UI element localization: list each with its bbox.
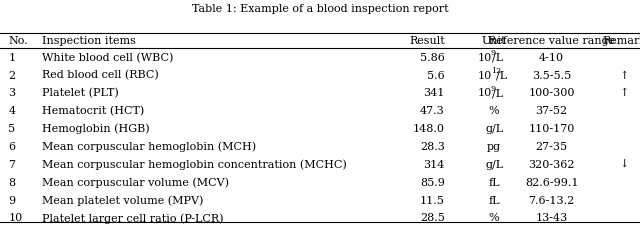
Text: Remark: Remark — [602, 36, 640, 46]
Text: 10: 10 — [478, 53, 492, 63]
Text: fL: fL — [488, 178, 500, 188]
Text: 12: 12 — [491, 67, 501, 75]
Text: 341: 341 — [424, 88, 445, 98]
Text: 110-170: 110-170 — [529, 124, 575, 134]
Text: 100-300: 100-300 — [529, 88, 575, 98]
Text: White blood cell (WBC): White blood cell (WBC) — [42, 52, 173, 63]
Text: /L: /L — [496, 71, 507, 81]
Text: 10: 10 — [478, 71, 492, 81]
Text: 85.9: 85.9 — [420, 178, 445, 188]
Text: 320-362: 320-362 — [529, 160, 575, 170]
Text: Reference value range: Reference value range — [488, 36, 615, 46]
Text: g/L: g/L — [485, 124, 503, 134]
Text: 27-35: 27-35 — [536, 142, 568, 152]
Text: 9: 9 — [491, 85, 496, 93]
Text: Mean platelet volume (MPV): Mean platelet volume (MPV) — [42, 195, 203, 206]
Text: /L: /L — [492, 88, 503, 98]
Text: 314: 314 — [424, 160, 445, 170]
Text: 82.6-99.1: 82.6-99.1 — [525, 178, 579, 188]
Text: 5: 5 — [8, 124, 15, 134]
Text: 37-52: 37-52 — [536, 106, 568, 116]
Text: 4-10: 4-10 — [539, 53, 564, 63]
Text: Mean corpuscular hemoglobin (MCH): Mean corpuscular hemoglobin (MCH) — [42, 142, 256, 152]
Text: 1: 1 — [8, 53, 15, 63]
Text: Mean corpuscular hemoglobin concentration (MCHC): Mean corpuscular hemoglobin concentratio… — [42, 160, 346, 170]
Text: 6: 6 — [8, 142, 15, 152]
Text: Result: Result — [409, 36, 445, 46]
Text: 13-43: 13-43 — [536, 213, 568, 224]
Text: %: % — [489, 213, 499, 224]
Text: 2: 2 — [8, 71, 15, 81]
Text: 5.6: 5.6 — [427, 71, 445, 81]
Text: Table 1: Example of a blood inspection report: Table 1: Example of a blood inspection r… — [192, 4, 448, 14]
Text: Red blood cell (RBC): Red blood cell (RBC) — [42, 70, 158, 81]
Text: g/L: g/L — [485, 160, 503, 170]
Text: 3.5-5.5: 3.5-5.5 — [532, 71, 572, 81]
Text: 11.5: 11.5 — [420, 196, 445, 206]
Text: /L: /L — [492, 53, 503, 63]
Text: 10: 10 — [8, 213, 22, 224]
Text: Hemoglobin (HGB): Hemoglobin (HGB) — [42, 124, 149, 134]
Text: 9: 9 — [8, 196, 15, 206]
Text: No.: No. — [8, 36, 28, 46]
Text: 3: 3 — [8, 88, 15, 98]
Text: 148.0: 148.0 — [413, 124, 445, 134]
Text: 10: 10 — [478, 88, 492, 98]
Text: %: % — [489, 106, 499, 116]
Text: fL: fL — [488, 196, 500, 206]
Text: 5.86: 5.86 — [420, 53, 445, 63]
Text: Inspection items: Inspection items — [42, 36, 136, 46]
Text: 7: 7 — [8, 160, 15, 170]
Text: 28.3: 28.3 — [420, 142, 445, 152]
Text: 7.6-13.2: 7.6-13.2 — [529, 196, 575, 206]
Text: ↓: ↓ — [620, 160, 628, 170]
Text: Unit: Unit — [482, 36, 506, 46]
Text: ↑: ↑ — [620, 88, 628, 98]
Text: 28.5: 28.5 — [420, 213, 445, 224]
Text: Mean corpuscular volume (MCV): Mean corpuscular volume (MCV) — [42, 177, 228, 188]
Text: Platelet (PLT): Platelet (PLT) — [42, 88, 118, 99]
Text: 8: 8 — [8, 178, 15, 188]
Text: 47.3: 47.3 — [420, 106, 445, 116]
Text: ↑: ↑ — [620, 71, 628, 81]
Text: Hematocrit (HCT): Hematocrit (HCT) — [42, 106, 144, 117]
Text: 4: 4 — [8, 106, 15, 116]
Text: Platelet larger cell ratio (P-LCR): Platelet larger cell ratio (P-LCR) — [42, 213, 223, 224]
Text: pg: pg — [487, 142, 501, 152]
Text: 9: 9 — [491, 49, 496, 57]
